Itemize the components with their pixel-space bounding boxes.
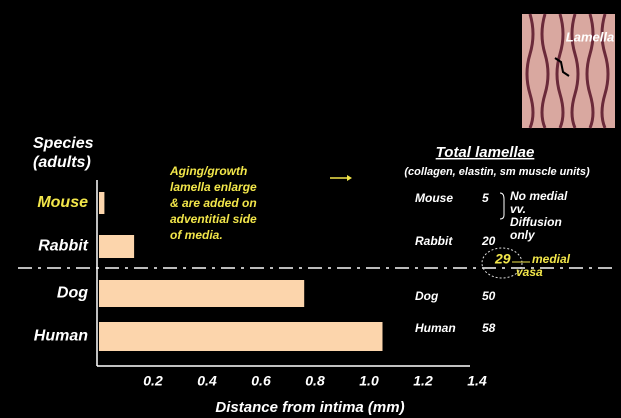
threshold-label: vasa <box>516 265 543 279</box>
x-tick-label: 1.4 <box>467 373 487 389</box>
y-label: (adults) <box>33 154 91 171</box>
bar <box>99 235 135 258</box>
bar <box>99 192 105 214</box>
lamellae-count: 58 <box>482 321 496 335</box>
threshold-label: medial <box>532 252 571 266</box>
annotation: Aging/growth <box>169 164 247 178</box>
category-label: Rabbit <box>38 238 88 255</box>
lamellae-species: Mouse <box>415 191 453 205</box>
annotation: lamella enlarge <box>170 180 257 194</box>
note: only <box>510 228 536 242</box>
x-tick-label: 0.6 <box>251 373 271 389</box>
lamellae-species: Rabbit <box>415 234 453 248</box>
photo: Lamella <box>522 13 615 129</box>
image-label: Lamella <box>566 29 614 44</box>
lamellae-species: Dog <box>415 289 439 303</box>
x-tick-label: 0.8 <box>305 373 325 389</box>
x-tick-label: 0.2 <box>143 373 163 389</box>
lamellae-title: Total lamellae <box>436 144 535 161</box>
y-label: Species <box>33 135 94 152</box>
lamellae-count: 50 <box>482 289 496 303</box>
circle <box>481 247 523 279</box>
note: vv. <box>510 202 526 216</box>
lamellae-count: 20 <box>481 234 496 248</box>
annotation: & are added on <box>170 196 257 210</box>
lamellae-count: 5 <box>482 191 489 205</box>
arrow-head <box>347 175 352 181</box>
category-label: Human <box>34 328 88 345</box>
x-tick-label: 1.0 <box>359 373 379 389</box>
lamellae-subtitle: (collagen, elastin, sm muscle units) <box>404 166 590 178</box>
x-tick-label: 1.2 <box>413 373 433 389</box>
threshold-count: 29 <box>494 251 511 267</box>
x-label: Distance from intima (mm) <box>215 399 404 416</box>
x-tick-label: 0.4 <box>197 373 217 389</box>
bar <box>99 280 305 307</box>
bar <box>99 322 383 351</box>
annotation: adventitial side <box>170 212 257 226</box>
note: No medial <box>510 189 568 203</box>
lamellae-species: Human <box>415 321 456 335</box>
brace <box>499 192 505 220</box>
note: Diffusion <box>510 215 562 229</box>
category-label: Dog <box>57 285 88 302</box>
annotation: of media. <box>170 228 223 242</box>
category-label: Mouse <box>37 194 88 211</box>
